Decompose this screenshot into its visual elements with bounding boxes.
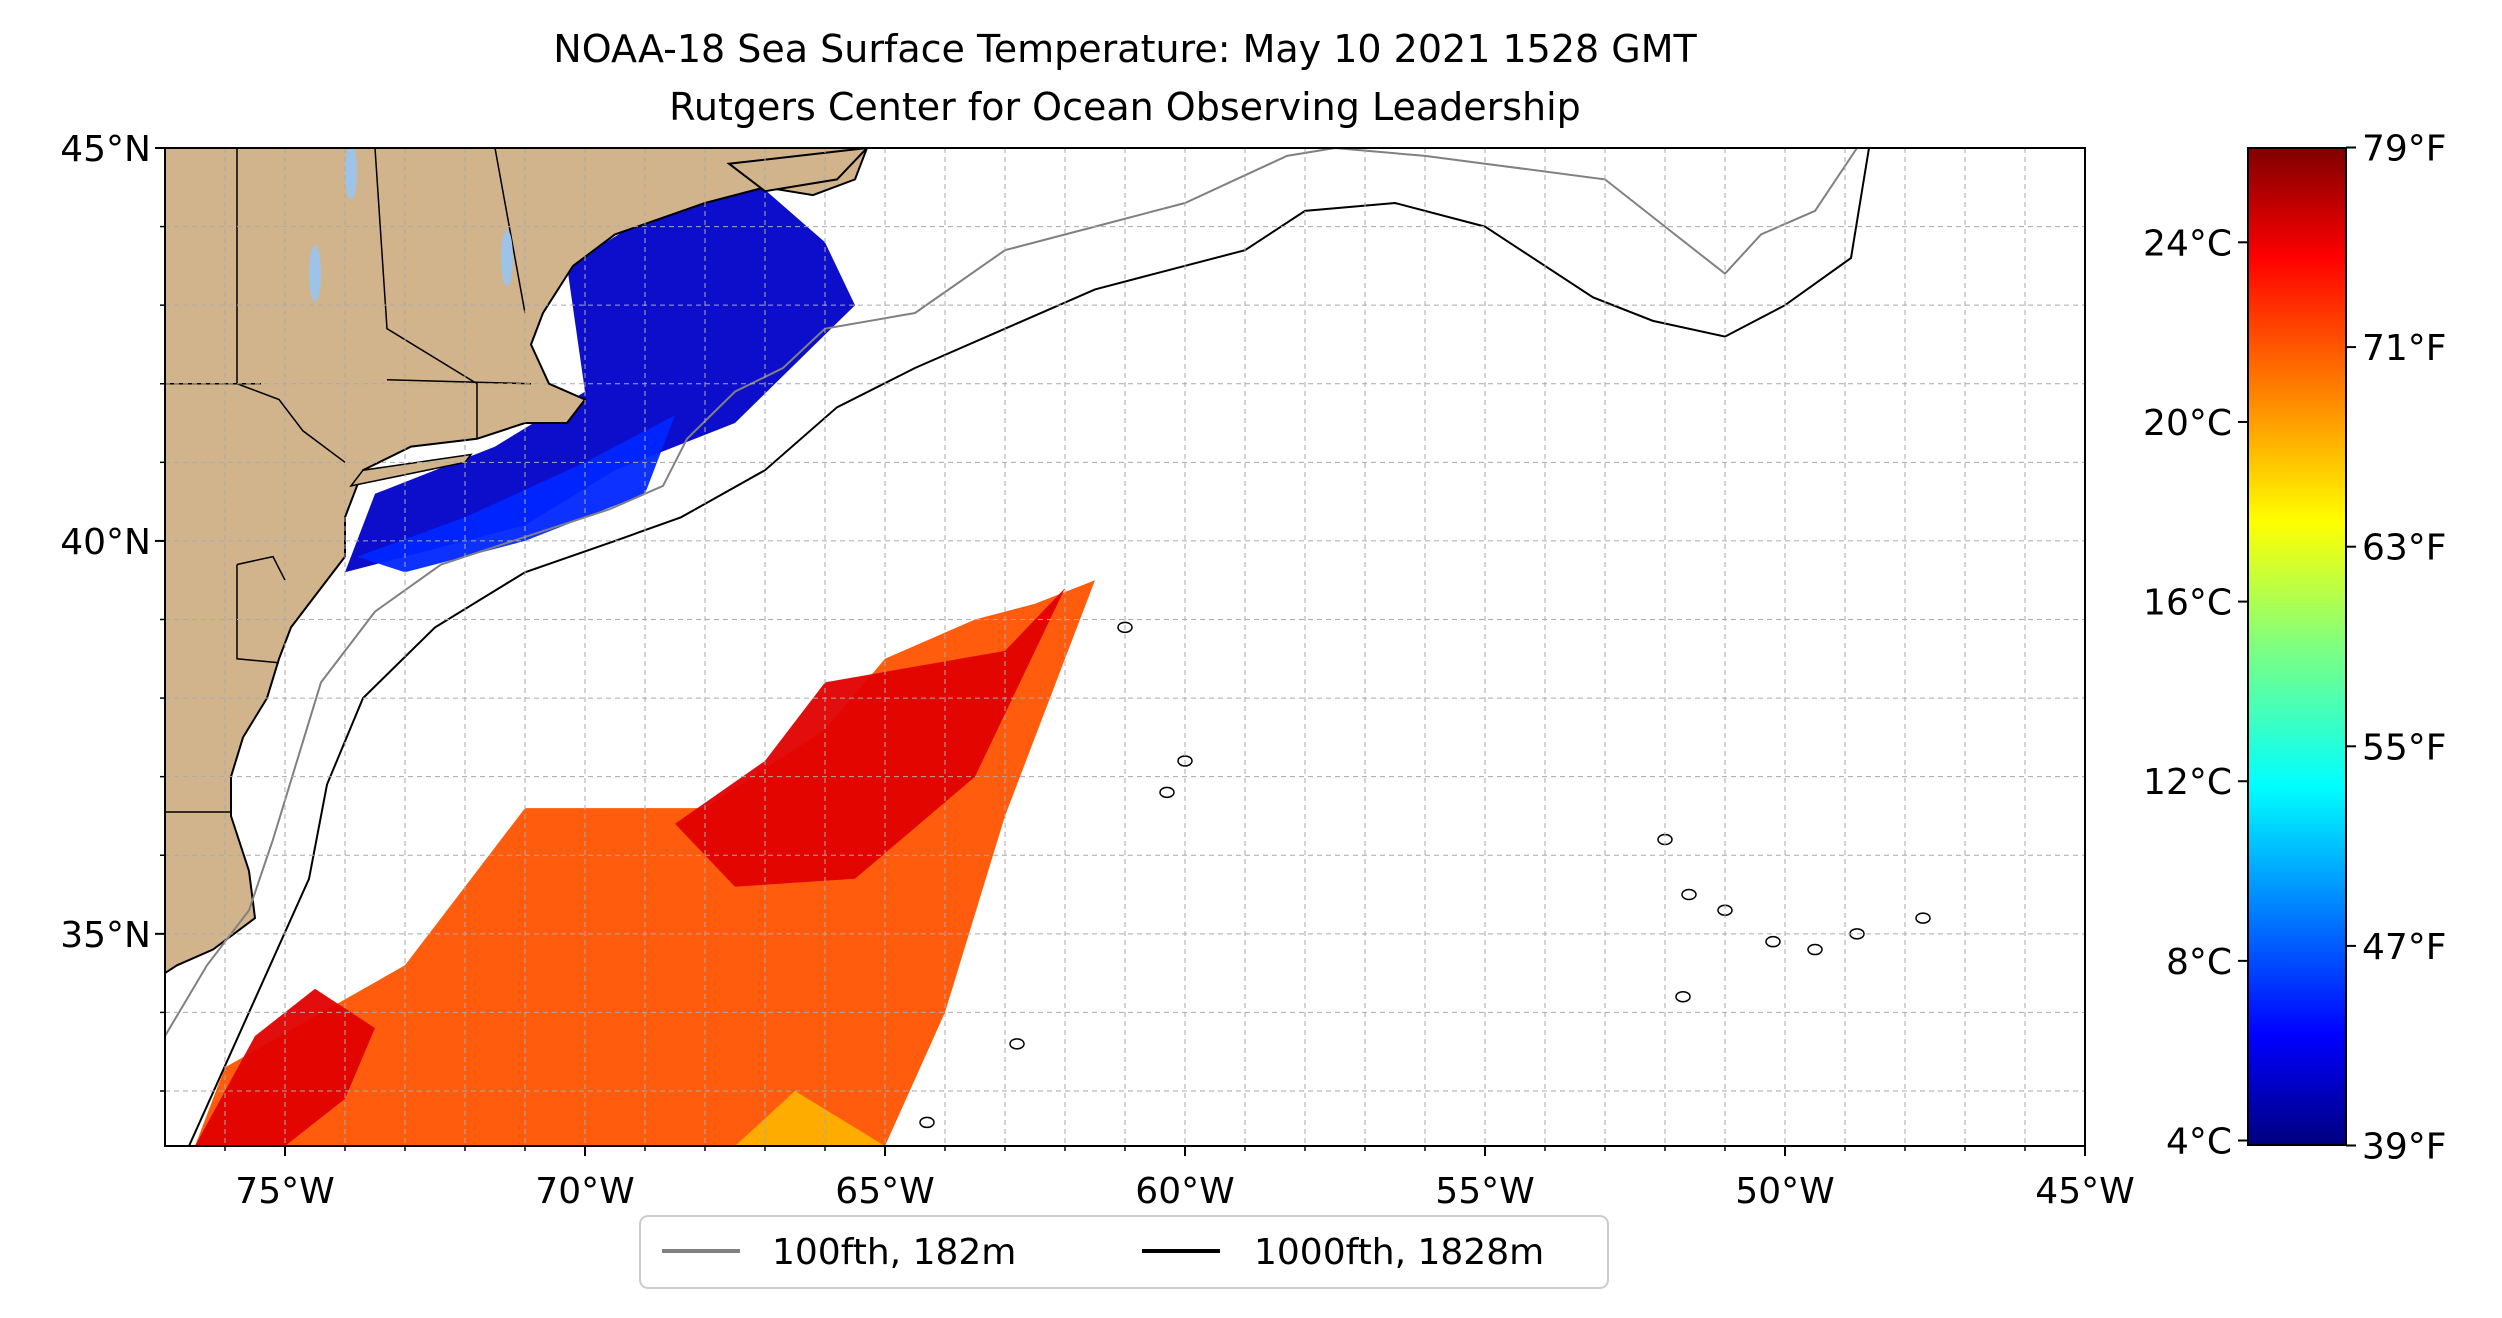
lon-tick-label: 75°W xyxy=(235,1171,334,1212)
long-island xyxy=(349,453,473,488)
colorbar-fahrenheit-label: 47°F xyxy=(2362,927,2447,968)
legend-box xyxy=(639,1215,1609,1289)
latitude-axis: 35°N 40°N 45°N xyxy=(60,129,165,1092)
state-border-1 xyxy=(374,148,478,439)
land-layer xyxy=(165,148,869,975)
colorbar-gradient xyxy=(2247,147,2347,1146)
colorbar-celsius-label: 12°C xyxy=(2143,762,2232,803)
longitude-axis: 75°W 70°W 65°W 60°W 55°W 50°W 45°W xyxy=(224,1146,2135,1212)
colorbar-fahrenheit-label: 63°F xyxy=(2362,528,2447,569)
sst-region-0 xyxy=(345,163,855,573)
colorbar-fahrenheit-label: 39°F xyxy=(2362,1126,2447,1167)
map-area: 75°W 70°W 65°W 60°W 55°W 50°W 45°W 35°N 40°N 45°… xyxy=(60,129,2134,1212)
seamount-4 xyxy=(1681,888,1697,901)
seamount-7 xyxy=(1807,943,1823,956)
lon-tick-label: 70°W xyxy=(535,1171,634,1212)
lon-tick-label: 55°W xyxy=(1435,1171,1534,1212)
sst-region-5 xyxy=(735,1091,885,1146)
lon-tick-label: 60°W xyxy=(1135,1171,1234,1212)
map-content xyxy=(165,148,2085,1146)
gridlines xyxy=(165,148,2085,1146)
state-border-2 xyxy=(494,148,526,314)
legend: 100fth, 182m 1000fth, 1828m xyxy=(639,1215,1609,1289)
colorbar: 4°C 8°C 12°C 16°C 20°C 24°C 39°F 47°F 55°F 63°F 7… xyxy=(2143,129,2446,1168)
seamount-10 xyxy=(1675,990,1691,1003)
sst-region-1 xyxy=(357,415,675,573)
state-border-6 xyxy=(236,564,280,664)
title-line-2: Rutgers Center for Ocean Observing Leade… xyxy=(669,85,1581,129)
colorbar-fahrenheit-axis: 39°F 47°F 55°F 63°F 71°F 79°F xyxy=(2346,129,2447,1167)
seamount-9 xyxy=(1915,912,1931,924)
colorbar-celsius-label: 24°C xyxy=(2143,223,2232,264)
lake-2 xyxy=(501,230,513,287)
lat-tick-label: 40°N xyxy=(60,522,151,563)
seamount-2 xyxy=(1159,786,1175,799)
seamount-0 xyxy=(1117,621,1133,634)
colorbar-fahrenheit-label: 79°F xyxy=(2362,129,2447,170)
lon-tick-label: 45°W xyxy=(2035,1171,2134,1212)
colorbar-celsius-label: 4°C xyxy=(2166,1122,2232,1163)
seamount-11 xyxy=(919,1116,935,1129)
state-border-5 xyxy=(236,555,286,581)
legend-label-100fth: 100fth, 182m xyxy=(772,1232,1016,1273)
lat-tick-label: 35°N xyxy=(60,915,151,956)
figure-title: NOAA-18 Sea Surface Temperature: May 10 … xyxy=(553,27,1697,129)
colorbar-celsius-label: 16°C xyxy=(2143,583,2232,624)
seamount-6 xyxy=(1765,935,1781,948)
nova-scotia-land xyxy=(726,148,869,193)
lon-tick-label: 50°W xyxy=(1735,1171,1834,1212)
colorbar-celsius-label: 8°C xyxy=(2166,942,2232,983)
lon-tick-label: 65°W xyxy=(835,1171,934,1212)
seamount-12 xyxy=(1009,1038,1025,1050)
sst-region-4 xyxy=(675,588,1065,887)
lat-tick-label: 45°N xyxy=(60,129,151,170)
state-border-3 xyxy=(386,379,532,385)
legend-label-1000fth: 1000fth, 1828m xyxy=(1254,1232,1544,1273)
colorbar-fahrenheit-label: 55°F xyxy=(2362,727,2447,768)
colorbar-celsius-axis: 4°C 8°C 12°C 16°C 20°C 24°C xyxy=(2143,223,2248,1163)
lake-0 xyxy=(345,148,357,200)
lake-1 xyxy=(309,245,321,302)
colorbar-fahrenheit-label: 71°F xyxy=(2362,328,2447,369)
colorbar-celsius-label: 20°C xyxy=(2143,403,2232,444)
title-line-1: NOAA-18 Sea Surface Temperature: May 10 … xyxy=(553,27,1697,71)
